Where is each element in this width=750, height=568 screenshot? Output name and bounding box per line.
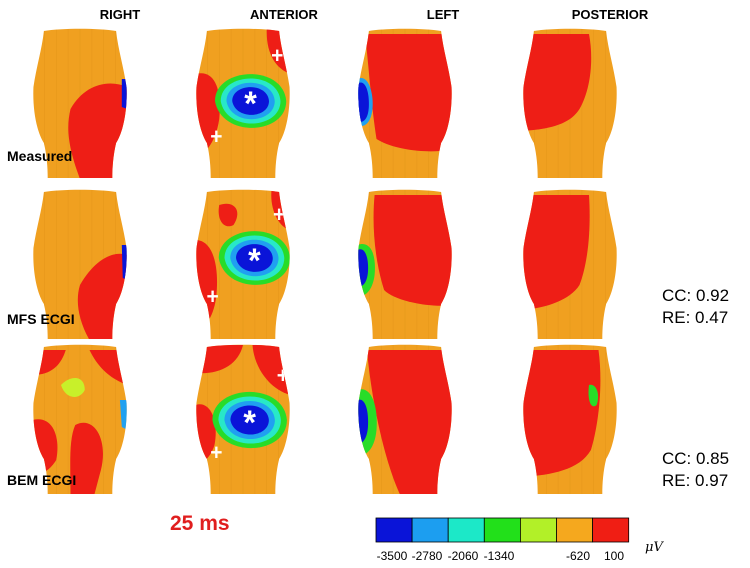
- row-label-measured: Measured: [7, 148, 73, 164]
- colorbar-swatch: [411, 517, 449, 543]
- colorbar-tick: -620: [565, 549, 591, 563]
- star-marker: *: [244, 85, 257, 123]
- row-label-mfs-ecgi: MFS ECGI: [7, 311, 75, 327]
- row-label-bem-ecgi: BEM ECGI: [7, 472, 77, 488]
- column-header-right: RIGHT: [99, 7, 141, 22]
- torso-posterior-mfs-ecgi: [523, 189, 617, 339]
- plus-marker: +: [210, 125, 222, 150]
- colorbar-swatch: [483, 517, 521, 543]
- time-label: 25 ms: [170, 512, 230, 535]
- torso-posterior-measured: [523, 28, 617, 178]
- colorbar-swatch: [447, 517, 485, 543]
- plus-marker: +: [210, 441, 222, 466]
- torso-left-mfs-ecgi: [358, 189, 452, 339]
- colorbar-swatch: [592, 517, 630, 543]
- torso-anterior-measured: * + +: [196, 28, 290, 178]
- column-header-posterior: POSTERIOR: [571, 7, 649, 22]
- torso-right-measured: [33, 28, 127, 178]
- plus-marker: +: [206, 285, 218, 310]
- colorbar-tick: 100: [603, 549, 625, 563]
- cc-metric-mfs: CC: 0.92: [662, 286, 730, 305]
- plus-marker: +: [271, 44, 283, 69]
- star-marker: *: [243, 404, 256, 442]
- colorbar-swatch: [556, 517, 593, 543]
- plus-marker: +: [273, 203, 285, 228]
- torso-posterior-bem-ecgi: [523, 344, 617, 494]
- colorbar-tick: -2780: [411, 549, 443, 563]
- column-header-left: LEFT: [426, 7, 460, 22]
- plus-marker: +: [277, 364, 289, 389]
- colorbar-tick: -3500: [376, 549, 408, 563]
- torso-anterior-bem-ecgi: * + +: [196, 344, 290, 494]
- re-metric-bem: RE: 0.97: [662, 471, 729, 490]
- column-header-anterior: ANTERIOR: [250, 7, 318, 22]
- colorbar-tick: -2060: [447, 549, 479, 563]
- star-marker: *: [248, 242, 261, 280]
- re-metric-mfs: RE: 0.47: [662, 308, 729, 327]
- colorbar-tick: -1340: [483, 549, 515, 563]
- torso-anterior-mfs-ecgi: * + +: [196, 189, 290, 339]
- colorbar-unit: μV: [645, 540, 663, 555]
- cc-metric-bem: CC: 0.85: [662, 449, 730, 468]
- torso-left-measured: [358, 28, 452, 178]
- colorbar-swatch: [520, 517, 557, 543]
- torso-left-bem-ecgi: [358, 344, 452, 494]
- colorbar-swatch: [375, 517, 413, 543]
